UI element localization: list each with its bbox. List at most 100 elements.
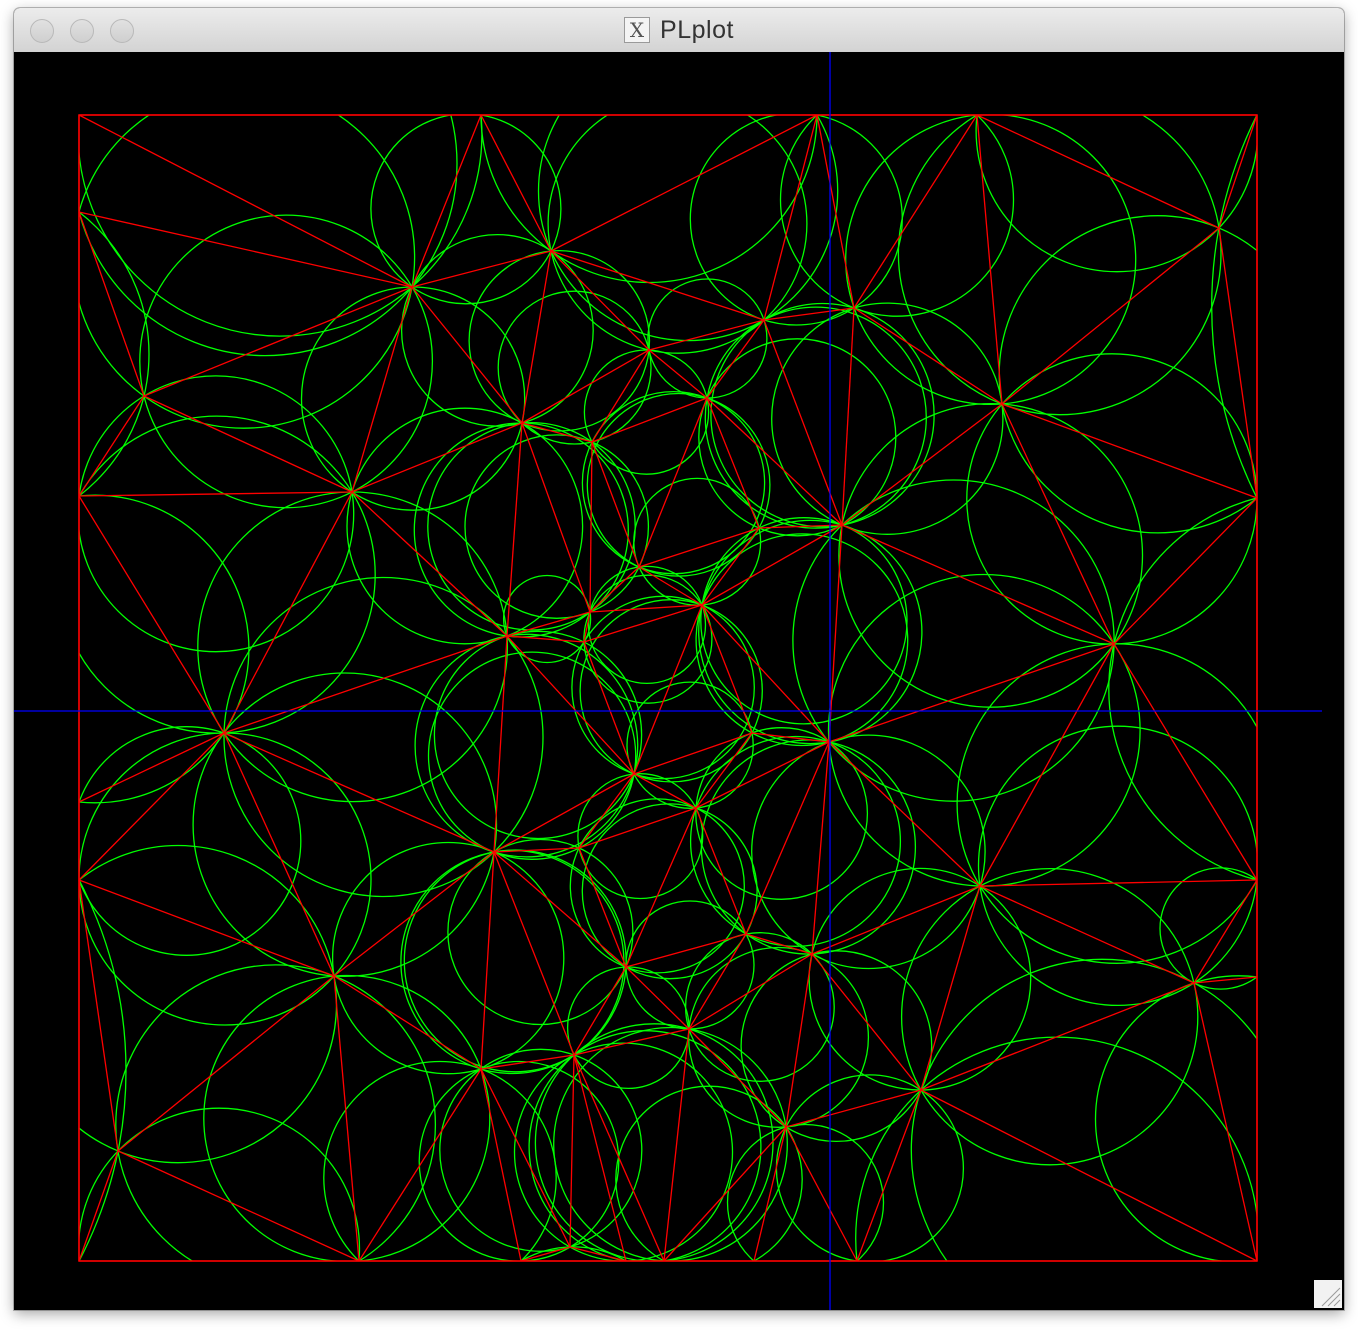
delaunay-plot [14, 52, 1322, 1310]
triangle-edge [701, 524, 843, 606]
triangle-edge [506, 635, 635, 775]
triangle-edge [589, 604, 703, 613]
triangle-edge [573, 1054, 665, 1262]
triangle-edge [638, 397, 708, 568]
triangle-edge [976, 114, 1003, 405]
triangle-edge [480, 851, 495, 1070]
triangle-edge [763, 319, 843, 526]
circumcircle [845, 115, 1137, 406]
triangle-edge [663, 1126, 787, 1262]
triangle-edge [506, 635, 585, 643]
circumcircle [480, 115, 818, 284]
circumcircle [695, 533, 909, 747]
triangle-edge [223, 732, 335, 977]
triangle-edge [223, 732, 495, 853]
circumcircle [513, 1042, 734, 1261]
triangle-edge [493, 851, 627, 968]
triangle-edge [589, 441, 593, 613]
triangle-edge [1193, 976, 1258, 984]
triangle-edge [550, 250, 765, 321]
triangle-edge [583, 611, 591, 643]
circumcircle [998, 215, 1257, 534]
close-button[interactable] [30, 19, 54, 43]
circumcircle [581, 803, 758, 980]
triangle-edge [1001, 227, 1220, 405]
triangle-edge [78, 211, 145, 397]
triangle-edge [506, 611, 591, 637]
circumcircle [534, 1023, 774, 1261]
triangle-edge [625, 966, 690, 1030]
triangle-edge [853, 307, 1003, 405]
triangle-edge [695, 807, 747, 935]
triangle-edge [578, 773, 635, 849]
circumcircle [571, 595, 755, 780]
triangle-edge [480, 1068, 522, 1262]
circumcircle [79, 494, 250, 804]
circumcircle [581, 390, 766, 575]
circumcircle [346, 407, 584, 645]
triangle-edge [573, 1028, 690, 1056]
triangle-edge [521, 422, 593, 443]
triangle-edge [480, 114, 552, 252]
triangle-edge [751, 732, 830, 743]
triangle-edge [521, 349, 650, 424]
circumcircle [447, 838, 634, 1026]
triangle-edge [480, 1068, 571, 1248]
circumcircle [1159, 867, 1257, 990]
triangle-edge [841, 403, 1003, 526]
triangle-edge [701, 604, 753, 734]
circumcircle [586, 392, 771, 577]
triangle-edge [550, 114, 818, 252]
triangle-edge [583, 641, 635, 775]
triangle-edge [493, 847, 580, 853]
circumcircle [689, 115, 903, 326]
triangle-edge [569, 1246, 627, 1262]
circumcircle [414, 633, 639, 858]
circumcircle [689, 735, 902, 947]
circumcircle [223, 576, 544, 898]
triangle-edge [701, 527, 760, 606]
circumcircle [977, 725, 1257, 1007]
triangle-edge [979, 879, 1258, 887]
triangle-edge [920, 885, 981, 1091]
triangle-edge [828, 643, 1115, 743]
triangle-edge [638, 566, 703, 606]
triangle-edge [688, 953, 813, 1030]
circumcircle [79, 115, 416, 429]
triangle-edge [223, 635, 508, 734]
triangle-edge [1113, 643, 1258, 881]
circumcircle [740, 950, 933, 1143]
triangle-edge [223, 491, 353, 734]
circumcircle [779, 115, 1015, 317]
circumcircle [838, 402, 1144, 708]
circumcircle [79, 878, 127, 1261]
triangle-edge [706, 397, 760, 529]
circumcircle [79, 726, 302, 956]
circumcircle [192, 672, 498, 978]
triangle-edge [493, 851, 575, 1056]
circumcircle [300, 286, 526, 511]
resize-grip-icon[interactable] [1314, 1280, 1342, 1308]
triangle-edge [521, 422, 591, 613]
title-bar[interactable]: X PLplot [14, 8, 1344, 53]
triangle-edge [920, 982, 1195, 1091]
circumcircle [583, 349, 710, 475]
triangle-edge [701, 604, 830, 743]
triangulation-edges [78, 114, 1258, 1262]
circumcircle [79, 375, 355, 653]
minimize-button[interactable] [70, 19, 94, 43]
circumcircle [547, 115, 808, 354]
circumcircle [897, 115, 1222, 416]
triangle-edge [1113, 497, 1258, 645]
triangle-edge [663, 1028, 690, 1262]
triangle-edge [480, 1054, 575, 1070]
circumcircle [79, 415, 376, 734]
triangle-edge [758, 524, 843, 529]
circumcircle [700, 739, 917, 955]
x11-icon: X [624, 17, 651, 43]
triangle-edge [1001, 403, 1115, 645]
triangle-edge [520, 1246, 571, 1262]
zoom-button[interactable] [110, 19, 134, 43]
circumcircle [771, 302, 1004, 535]
plot-canvas[interactable] [14, 52, 1344, 1310]
